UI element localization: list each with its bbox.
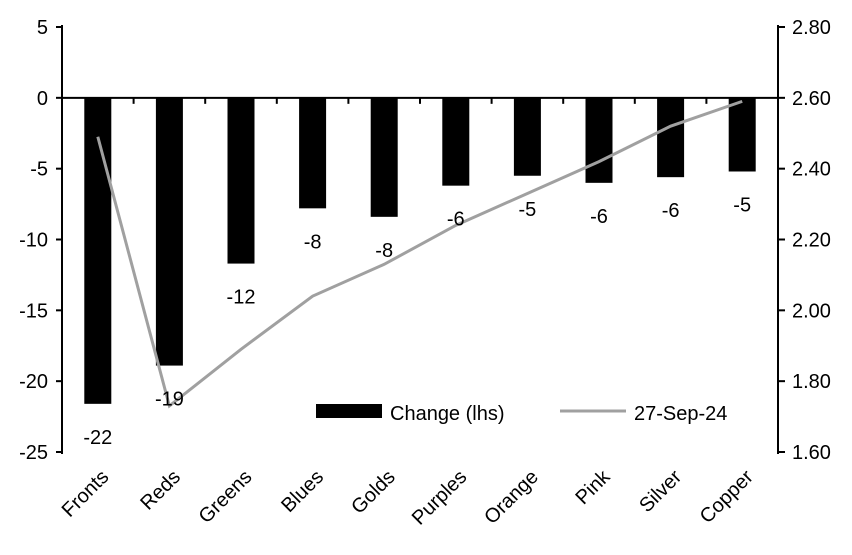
data-label: -8 [375, 240, 393, 262]
category-label-golds: Golds [347, 466, 400, 519]
left-tick-label: -10 [19, 230, 48, 252]
data-label: -5 [519, 199, 537, 221]
right-tick-label: 2.40 [792, 159, 831, 181]
right-tick-label: 1.60 [792, 442, 831, 464]
bar-series [62, 96, 778, 404]
bar-reds [155, 97, 183, 366]
category-label-pink: Pink [571, 465, 615, 509]
bar-pink [585, 97, 613, 183]
data-label: -6 [590, 206, 608, 228]
legend-bar-label: Change (lhs) [390, 403, 505, 425]
right-tick-label: 2.00 [792, 300, 831, 322]
bar-fronts [84, 97, 112, 404]
bar-silver [657, 97, 685, 178]
category-label-purples: Purples [408, 466, 472, 530]
left-axis: 5 0 -5 -10 -15 -20 -25 [19, 17, 63, 464]
legend: Change (lhs) 27-Sep-24 [316, 403, 727, 425]
category-labels: Fronts Reds Greens Blues Golds Purples Orange P… [58, 465, 758, 529]
data-label: -19 [155, 389, 184, 411]
bar-copper [728, 97, 756, 172]
data-label: -8 [304, 231, 322, 253]
left-tick-label: -25 [19, 442, 48, 464]
category-label-copper: Copper [696, 466, 758, 528]
legend-line-label: 27-Sep-24 [634, 403, 727, 425]
left-tick-label: -5 [30, 159, 48, 181]
bar-purples [442, 97, 470, 186]
right-tick-label: 1.80 [792, 371, 831, 393]
left-tick-label: 0 [37, 88, 48, 110]
bar-blues [299, 97, 327, 209]
bar-orange [513, 97, 541, 176]
category-label-greens: Greens [195, 466, 257, 528]
left-tick-label: 5 [37, 17, 48, 39]
legend-bar-swatch [316, 404, 382, 418]
data-labels: -22 -19 -12 -8 -8 -6 -5 -6 -6 -5 [83, 195, 751, 449]
data-label: -6 [662, 200, 680, 222]
bar-golds [370, 97, 398, 217]
category-label-blues: Blues [277, 466, 328, 517]
right-tick-label: 2.20 [792, 230, 831, 252]
left-tick-label: -20 [19, 371, 48, 393]
left-tick-label: -15 [19, 300, 48, 322]
category-label-reds: Reds [136, 466, 185, 515]
bar-greens [227, 97, 255, 264]
line-27-sep-24 [96, 99, 743, 409]
right-tick-label: 2.60 [792, 88, 831, 110]
category-label-orange: Orange [480, 466, 543, 529]
right-tick-label: 2.80 [792, 17, 831, 39]
data-label: -12 [227, 287, 256, 309]
category-label-silver: Silver [635, 466, 686, 517]
data-label: -5 [733, 195, 751, 217]
data-label: -6 [447, 209, 465, 231]
right-axis: 2.80 2.60 2.40 2.20 2.00 1.80 1.60 [777, 17, 831, 464]
line-series [96, 99, 743, 409]
category-label-fronts: Fronts [58, 466, 114, 522]
data-label: -22 [83, 427, 112, 449]
